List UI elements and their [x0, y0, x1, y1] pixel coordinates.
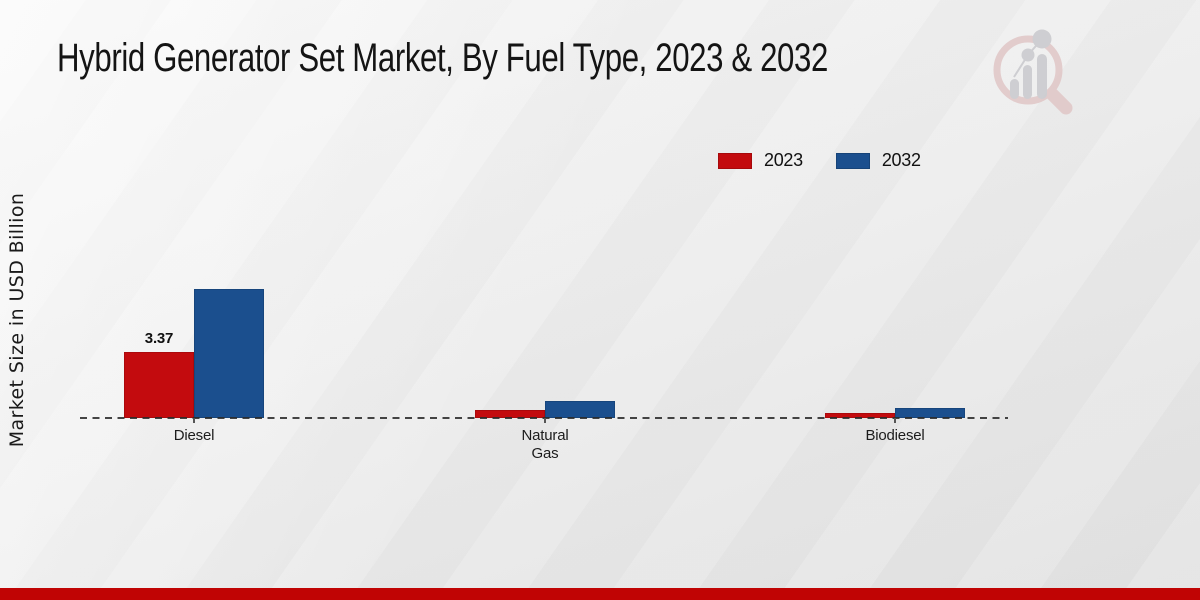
bar-biodiesel-2023 — [825, 413, 895, 418]
bar-natural-gas-2032 — [545, 401, 615, 418]
bar-value-label: 3.37 — [144, 330, 174, 347]
market-research-future-logo-icon — [993, 29, 1073, 115]
legend-label-2023: 2023 — [764, 150, 803, 170]
chart-title: Hybrid Generator Set Market, By Fuel Typ… — [57, 36, 828, 80]
legend-item-2023: 2023 — [718, 150, 803, 171]
axis-tick-biodiesel — [894, 418, 896, 423]
category-label-diesel: Diesel — [173, 427, 215, 444]
legend-swatch-2032 — [835, 152, 870, 169]
footer-brand-band — [0, 588, 1200, 600]
category-label-natural-gas: Natural Gas — [521, 427, 569, 462]
bar-natural-gas-2023 — [475, 410, 545, 418]
category-label-biodiesel: Biodiesel — [865, 427, 925, 444]
axis-tick-natural-gas — [544, 418, 546, 423]
bar-diesel-2023 — [124, 352, 194, 418]
bar-biodiesel-2032 — [895, 408, 965, 418]
legend-label-2032: 2032 — [881, 150, 921, 170]
axis-tick-diesel — [193, 418, 195, 423]
bar-diesel-2032 — [194, 289, 264, 418]
legend-item-2032: 2032 — [835, 150, 921, 171]
legend: 2023 2032 — [718, 150, 921, 171]
legend-swatch-2023 — [718, 152, 752, 169]
